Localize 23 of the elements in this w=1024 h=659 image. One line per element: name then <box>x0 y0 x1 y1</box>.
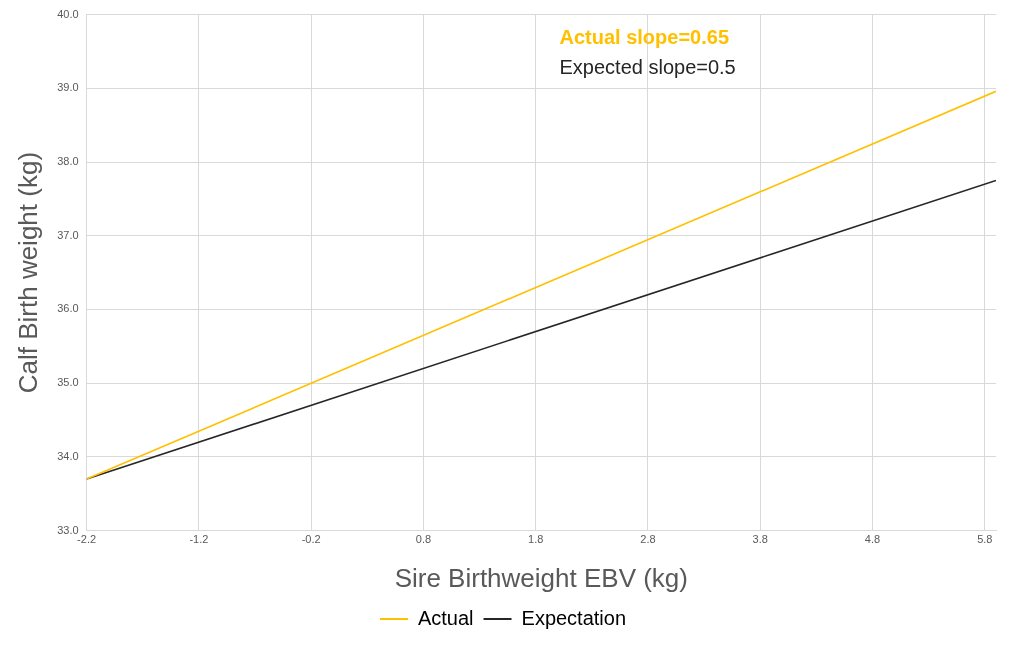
y-axis-title: Calf Birth weight (kg) <box>12 151 43 394</box>
y-tick-label: 38.0 <box>57 155 79 168</box>
y-tick-label: 40.0 <box>57 7 79 20</box>
x-axis-title: Sire Birthweight EBV (kg) <box>394 562 688 593</box>
annotation: Expected slope=0.5 <box>559 56 736 79</box>
annotation: Actual slope=0.65 <box>559 26 730 49</box>
y-tick-label: 35.0 <box>57 376 79 389</box>
y-tick-label: 39.0 <box>57 81 79 94</box>
legend-label: Actual <box>417 606 474 629</box>
x-tick-label: -0.2 <box>301 533 321 546</box>
x-tick-label: 5.8 <box>977 533 993 546</box>
x-tick-label: 3.8 <box>752 533 768 546</box>
x-tick-label: 4.8 <box>864 533 881 546</box>
x-tick-label: 2.8 <box>640 533 656 546</box>
x-tick-label: 1.8 <box>528 533 544 546</box>
legend-label: Expectation <box>521 606 627 629</box>
x-tick-label: -1.2 <box>189 533 209 546</box>
x-tick-label: -2.2 <box>77 533 97 546</box>
y-tick-label: 37.0 <box>57 228 79 241</box>
y-tick-label: 34.0 <box>57 449 79 462</box>
y-tick-label: 36.0 <box>57 302 79 315</box>
x-tick-label: 0.8 <box>415 533 432 546</box>
y-tick-label: 33.0 <box>57 523 79 536</box>
